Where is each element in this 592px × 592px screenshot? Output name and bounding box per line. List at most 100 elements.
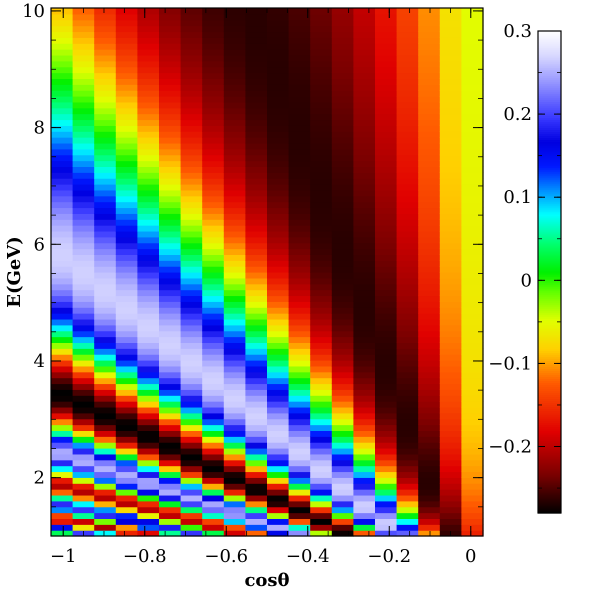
heatmap-cell [202,230,225,238]
heatmap-cell [202,189,225,197]
heatmap-cell [159,406,182,414]
heatmap-cell [331,49,354,56]
heatmap-cell [310,201,333,209]
heatmap-cell [223,283,246,291]
colorbar-segment [538,259,561,263]
heatmap-cell [51,242,74,250]
heatmap-cell [267,383,290,390]
heatmap-cell [159,213,182,220]
colorbar-segment [538,187,561,191]
heatmap-cell [72,148,95,156]
heatmap-cell [115,453,138,461]
colorbar-segment [538,151,561,155]
heatmap-cell [202,8,225,15]
heatmap-cell [418,524,441,531]
heatmap-cell [375,448,398,455]
heatmap-cell [223,107,246,115]
heatmap-cell [137,401,160,408]
colorbar-segment [538,131,561,135]
heatmap-cell [461,25,484,33]
heatmap-cell [310,442,333,449]
heatmap-cell [159,266,182,273]
heatmap-cell [223,377,246,385]
heatmap-cell [94,49,117,56]
heatmap-cell [310,195,333,203]
heatmap-cell [331,459,354,467]
heatmap-cell [310,242,333,250]
heatmap-cell [375,137,398,144]
heatmap-cell [439,119,462,126]
heatmap-cell [137,418,160,426]
heatmap-cell [461,442,484,449]
heatmap-cell [51,172,74,179]
heatmap-cell [418,412,441,420]
heatmap-cell [353,119,376,126]
heatmap-cell [288,436,311,443]
heatmap-cell [202,277,225,285]
heatmap-cell [115,54,138,62]
heatmap-cell [439,336,462,343]
heatmap-cell [418,201,441,209]
colorbar-segment [538,428,561,432]
heatmap-cell [115,313,138,320]
heatmap-cell [180,289,203,297]
heatmap-cell [51,236,74,244]
heatmap-cell [310,348,333,355]
heatmap-cell [137,371,160,379]
heatmap-cell [180,148,203,156]
heatmap-cell [310,160,333,167]
heatmap-cell [396,360,419,367]
colorbar-segment [538,237,561,241]
heatmap-cell [353,260,376,267]
heatmap-cell [267,49,290,56]
heatmap-cell [51,494,74,502]
heatmap-cell [180,283,203,291]
heatmap-cell [51,360,74,367]
heatmap-cell [267,13,290,21]
colorbar-segment [538,169,561,173]
heatmap-cell [396,201,419,209]
heatmap-cell [288,401,311,408]
heatmap-cell [418,483,441,490]
heatmap-cell [375,189,398,197]
heatmap-cell [310,459,333,467]
heatmap-cell [51,154,74,162]
heatmap-cell [375,483,398,490]
heatmap-cell [288,242,311,250]
heatmap-cell [461,518,484,525]
heatmap-cell [72,43,95,50]
heatmap-cell [137,113,160,121]
heatmap-cell [439,219,462,226]
heatmap-cell [245,72,268,79]
colorbar-segment [538,388,561,392]
heatmap-cell [310,8,333,15]
heatmap-cell [267,172,290,179]
heatmap-cell [115,184,138,191]
heatmap-cell [180,137,203,144]
heatmap-cell [223,160,246,167]
heatmap-cell [202,436,225,443]
heatmap-cell [396,506,419,514]
heatmap-cell [115,8,138,15]
colorbar-segment [538,211,561,215]
heatmap-cell [439,354,462,361]
heatmap-cell [202,471,225,478]
heatmap-cell [202,154,225,162]
heatmap-cell [461,66,484,74]
colorbar-segment [538,103,561,106]
heatmap-cell [439,348,462,355]
heatmap-cell [137,78,160,85]
colorbar-segment [538,332,561,335]
heatmap-cell [331,354,354,361]
heatmap-cell [353,342,376,349]
heatmap-cell [202,84,225,91]
heatmap-cell [375,160,398,167]
heatmap-cell [267,360,290,367]
colorbar-segment [538,362,561,365]
heatmap-cell [267,336,290,343]
heatmap-cell [331,524,354,531]
heatmap-cell [115,401,138,408]
heatmap-cell [94,348,117,355]
heatmap-cell [288,453,311,461]
heatmap-cell [202,289,225,297]
